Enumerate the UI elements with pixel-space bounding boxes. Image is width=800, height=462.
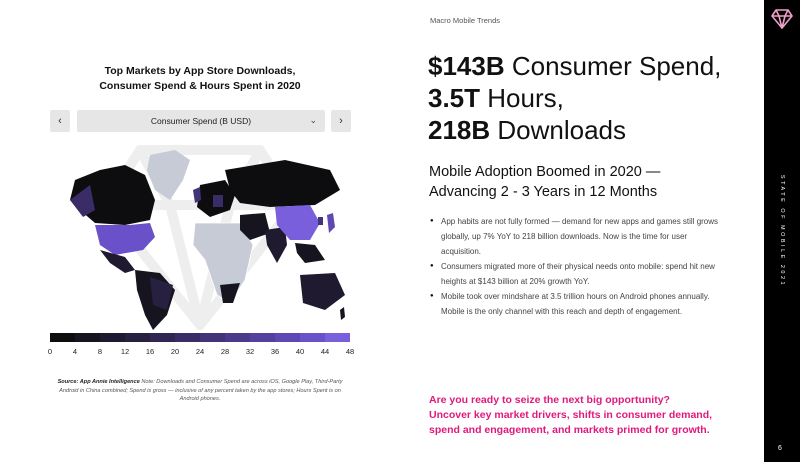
scale-segment <box>200 333 225 342</box>
headline-hours-label: Hours, <box>480 83 564 113</box>
cta-line-3: spend and engagement, and markets primed… <box>429 424 710 436</box>
color-scale-bar <box>50 333 350 342</box>
chart-title: Top Markets by App Store Downloads, Cons… <box>70 64 330 94</box>
scale-tick-label: 0 <box>47 347 53 356</box>
scale-tick-label: 24 <box>195 347 205 356</box>
world-map <box>70 150 345 330</box>
map-mexico <box>100 250 135 273</box>
scale-tick-label: 48 <box>345 347 355 356</box>
headline-downloads-label: Downloads <box>490 115 627 145</box>
scale-segment <box>175 333 200 342</box>
footnote-text: Note: Downloads and Consumer Spend are a… <box>59 379 343 402</box>
scale-tick-label: 28 <box>220 347 230 356</box>
chart-title-line-2: Consumer Spend & Hours Spent in 2020 <box>99 80 301 92</box>
subheading: Mobile Adoption Boomed in 2020 — Advanci… <box>429 162 749 202</box>
scale-segment <box>50 333 75 342</box>
chart-title-line-1: Top Markets by App Store Downloads, <box>104 65 296 77</box>
next-metric-button[interactable]: › <box>331 110 351 132</box>
scale-segment <box>75 333 100 342</box>
footnote-source: Source: App Annie Intelligence <box>57 379 140 385</box>
bullet-item: Mobile took over mindshare at 3.5 trilli… <box>430 289 720 319</box>
subheading-line-1: Mobile Adoption Boomed in 2020 — <box>429 164 661 180</box>
map-korea <box>318 217 323 225</box>
scale-tick-label: 40 <box>295 347 305 356</box>
metric-select[interactable]: Consumer Spend (B USD) ⌄ <box>77 110 325 132</box>
section-kicker: Macro Mobile Trends <box>430 16 501 25</box>
scale-segment <box>100 333 125 342</box>
map-greenland <box>147 150 190 200</box>
map-china <box>275 205 320 240</box>
headline-spend-value: $143B <box>428 51 505 81</box>
side-bar <box>764 0 800 462</box>
scale-tick-label: 16 <box>145 347 155 356</box>
scale-segment <box>325 333 350 342</box>
scale-segment <box>150 333 175 342</box>
map-brazil <box>150 277 173 310</box>
scale-tick-label: 8 <box>97 347 103 356</box>
chevron-down-icon: ⌄ <box>309 115 317 125</box>
bullet-list: App habits are not fully formed — demand… <box>430 214 720 319</box>
headline-hours-value: 3.5T <box>428 83 481 113</box>
cta-line-1: Are you ready to seize the next big oppo… <box>429 394 670 406</box>
gem-logo-icon <box>771 9 793 29</box>
scale-tick-label: 12 <box>120 347 130 356</box>
subheading-line-2: Advancing 2 - 3 Years in 12 Months <box>429 184 658 200</box>
scale-segment <box>275 333 300 342</box>
map-africa-south <box>220 283 240 303</box>
cta-line-2: Uncover key market drivers, shifts in co… <box>429 409 713 421</box>
map-australia <box>300 273 345 310</box>
headline: $143B Consumer Spend, 3.5T Hours, 218B D… <box>428 50 748 146</box>
map-usa <box>95 223 155 255</box>
bullet-item: Consumers migrated more of their physica… <box>430 259 720 289</box>
headline-spend-label: Consumer Spend, <box>504 51 722 81</box>
map-alaska <box>70 185 95 217</box>
chevron-left-icon: ‹ <box>58 115 62 127</box>
map-germany <box>213 195 223 207</box>
color-scale-labels: 0 4 8 12 16 20 24 28 32 36 40 44 48 <box>46 347 354 359</box>
chevron-right-icon: › <box>339 115 343 127</box>
scale-segment <box>225 333 250 342</box>
headline-downloads-value: 218B <box>428 115 491 145</box>
scale-segment <box>125 333 150 342</box>
scale-tick-label: 36 <box>270 347 280 356</box>
chart-panel: Top Markets by App Store Downloads, Cons… <box>46 64 354 404</box>
map-se-asia <box>295 243 325 263</box>
scale-tick-label: 20 <box>170 347 180 356</box>
scale-segment <box>300 333 325 342</box>
vertical-report-label: STATE OF MOBILE 2021 <box>779 174 785 288</box>
scale-tick-label: 44 <box>320 347 330 356</box>
call-to-action: Are you ready to seize the next big oppo… <box>429 393 739 438</box>
map-uk <box>193 187 201 203</box>
map-middle-east <box>240 213 270 240</box>
scale-segment <box>250 333 275 342</box>
map-russia <box>225 160 340 207</box>
metric-select-value: Consumer Spend (B USD) <box>150 116 252 126</box>
scale-tick-label: 4 <box>72 347 78 356</box>
footnote: Source: App Annie Intelligence Note: Dow… <box>52 378 348 404</box>
page-number: 6 <box>778 445 782 452</box>
map-japan <box>327 213 335 233</box>
bullet-item: App habits are not fully formed — demand… <box>430 214 720 259</box>
scale-tick-label: 32 <box>245 347 255 356</box>
map-new-zealand <box>340 307 345 320</box>
previous-metric-button[interactable]: ‹ <box>50 110 70 132</box>
map-india <box>265 227 287 263</box>
